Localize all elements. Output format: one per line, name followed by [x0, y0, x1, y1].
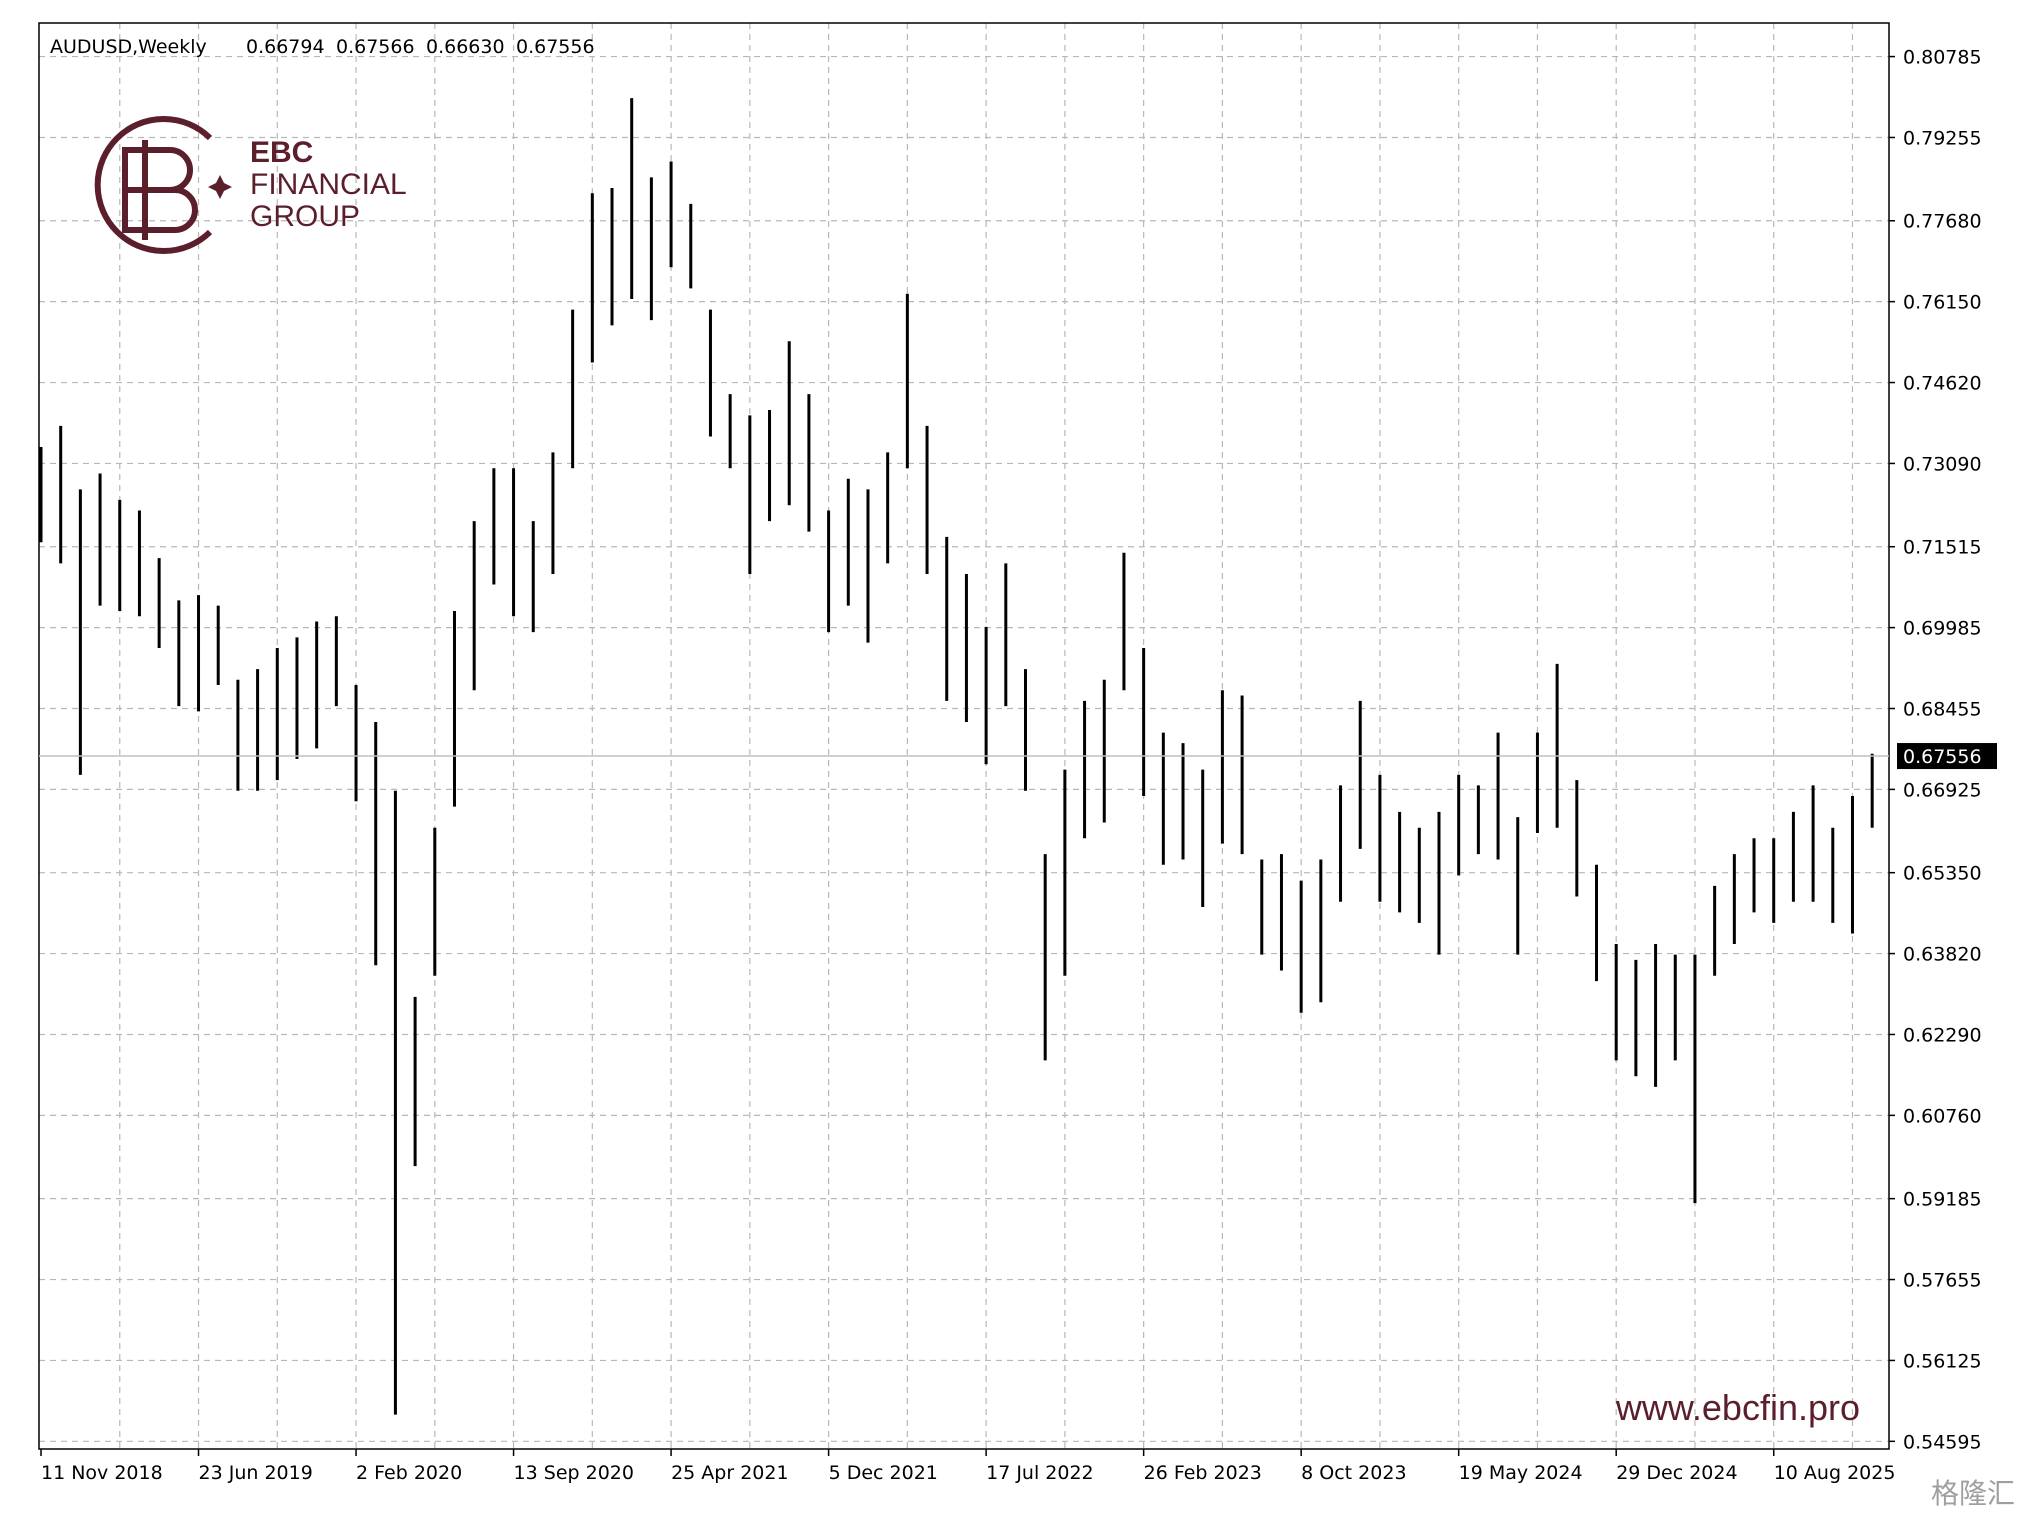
y-tick-label: 0.57655	[1903, 1270, 1982, 1292]
y-tick-label: 0.63820	[1903, 944, 1982, 966]
website: www.ebcfin.pro	[1615, 1387, 1860, 1428]
x-tick-label: 19 May 2024	[1459, 1462, 1583, 1484]
y-tick-label: 0.60760	[1903, 1105, 1982, 1127]
y-tick-label: 0.79255	[1903, 127, 1982, 149]
header: AUDUSD,Weekly 0.66794 0.67566 0.66630 0.…	[50, 36, 595, 58]
y-tick-label: 0.54595	[1903, 1431, 1982, 1453]
ohlc-open: 0.66794	[246, 36, 325, 58]
y-tick-label: 0.68455	[1903, 699, 1982, 721]
last-price-label: 0.67556	[1903, 746, 1982, 768]
y-tick-label: 0.69985	[1903, 618, 1982, 640]
x-tick-label: 25 Apr 2021	[671, 1462, 788, 1484]
y-tick-label: 0.76150	[1903, 292, 1982, 314]
logo-star	[208, 175, 232, 199]
x-tick-label: 5 Dec 2021	[829, 1462, 938, 1484]
x-tick-label: 2 Feb 2020	[356, 1462, 462, 1484]
x-tick-label: 29 Dec 2024	[1616, 1462, 1737, 1484]
logo-ring	[94, 116, 213, 254]
y-tick-label: 0.66925	[1903, 779, 1982, 801]
y-tick-label: 0.77680	[1903, 211, 1982, 233]
x-tick-label: 26 Feb 2023	[1144, 1462, 1262, 1484]
x-tick-label: 23 Jun 2019	[199, 1462, 313, 1484]
y-tick-label: 0.71515	[1903, 537, 1982, 559]
x-tick-label: 8 Oct 2023	[1301, 1462, 1406, 1484]
x-tick-label: 10 Aug 2025	[1774, 1462, 1896, 1484]
plot-frame	[38, 22, 1890, 1450]
y-tick-label: 0.65350	[1903, 863, 1982, 885]
brand-line: FINANCIAL	[250, 168, 407, 201]
bars	[39, 98, 1874, 1415]
y-tick-label: 0.62290	[1903, 1024, 1982, 1046]
y-tick-label: 0.59185	[1903, 1189, 1982, 1211]
y-tick-label: 0.73090	[1903, 453, 1982, 475]
ohlc-close: 0.67556	[516, 36, 595, 58]
logo: EBC FINANCIAL GROUP	[94, 116, 407, 254]
last-price-box	[1897, 743, 1997, 770]
brand-line: EBC	[250, 136, 313, 169]
ohlc-high: 0.67566	[336, 36, 415, 58]
y-tick-label: 0.74620	[1903, 373, 1982, 395]
brand-line: GROUP	[250, 200, 360, 233]
ohlc-low: 0.66630	[426, 36, 505, 58]
x-tick-label: 11 Nov 2018	[41, 1462, 163, 1484]
x-tick-label: 17 Jul 2022	[986, 1462, 1094, 1484]
y-tick-label: 0.56125	[1903, 1350, 1982, 1372]
x-tick-label: 13 Sep 2020	[514, 1462, 634, 1484]
y-tick-label: 0.80785	[1903, 47, 1982, 69]
watermark: 格隆汇	[1931, 1477, 2015, 1510]
logo-mark	[122, 140, 198, 240]
grid	[39, 23, 1889, 1449]
symbol: AUDUSD,Weekly	[50, 36, 207, 58]
